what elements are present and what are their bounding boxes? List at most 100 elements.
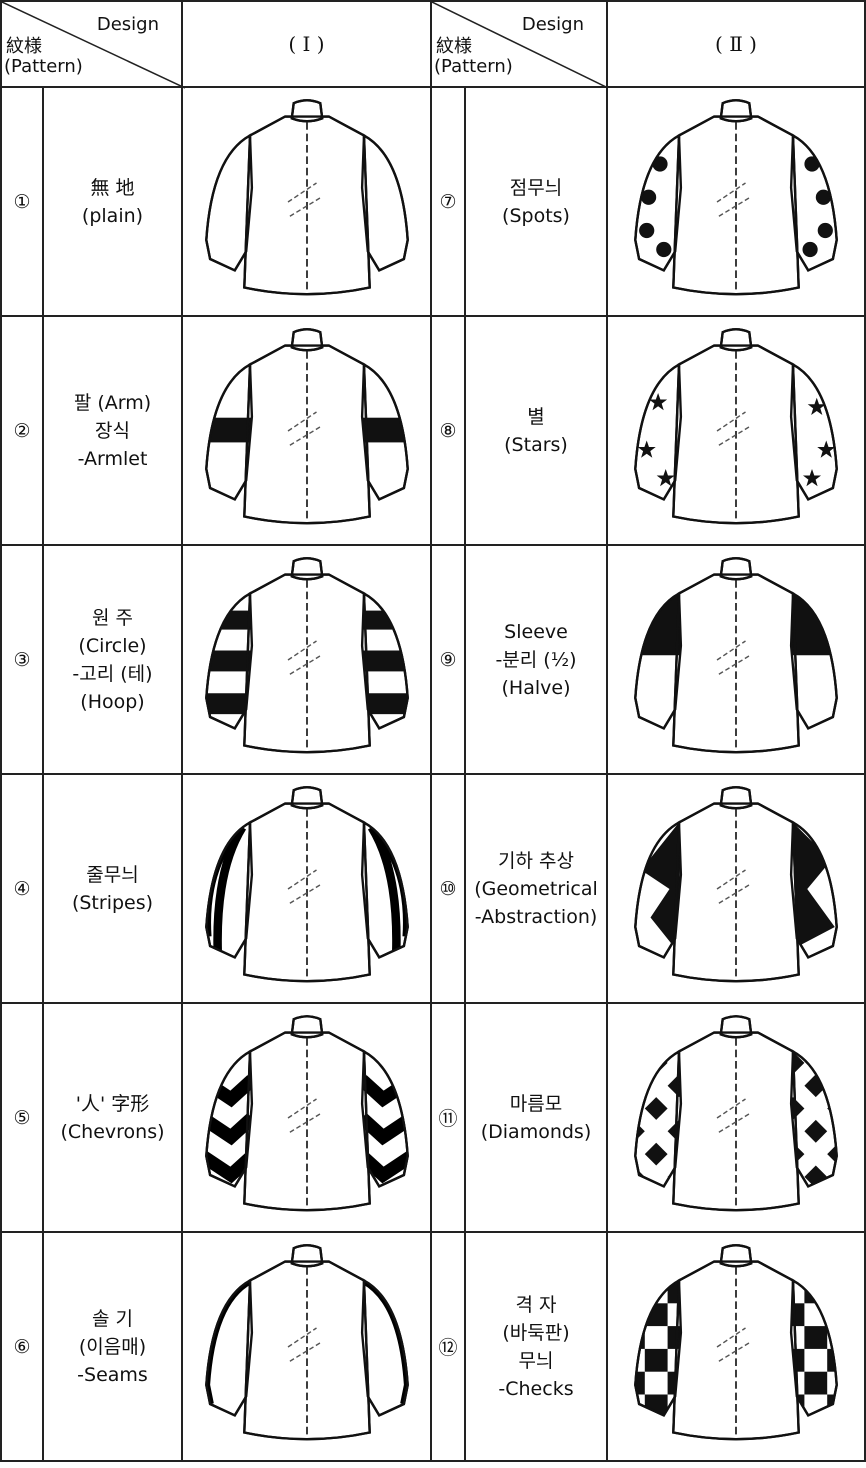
- number: ⑦: [439, 190, 457, 213]
- column-header: ( Ⅱ ): [608, 0, 866, 88]
- label-line: (Stars): [504, 433, 568, 456]
- jacket-illustration: [204, 1243, 409, 1440]
- number: ⑥: [13, 1335, 31, 1358]
- number: ⑨: [439, 648, 457, 671]
- label-line: (Hoop): [80, 690, 145, 713]
- jacket-illustration: [204, 556, 409, 753]
- label-line: (이음매): [78, 1335, 147, 1358]
- jacket-illustration: [204, 1014, 409, 1211]
- column-header: ( I ): [183, 0, 432, 88]
- row-number: ①: [0, 88, 44, 317]
- number: ②: [13, 419, 31, 442]
- label-line: (Chevrons): [60, 1120, 165, 1143]
- label-line: (Geometrical: [474, 877, 598, 900]
- jacket-cell: [183, 1004, 432, 1233]
- label-line: -Checks: [498, 1377, 574, 1400]
- label-line: -Abstraction): [474, 905, 598, 928]
- jacket-cell: [608, 317, 866, 546]
- jacket-cell: [608, 775, 866, 1004]
- jacket-illustration: [204, 785, 409, 982]
- jacket-illustration: [634, 556, 838, 753]
- design-label: Design: [521, 14, 584, 35]
- pattern-kr-label: 紋様: [6, 36, 42, 57]
- column-title: ( Ⅱ ): [715, 32, 757, 56]
- number: ⑤: [13, 1106, 31, 1129]
- jacket-illustration: [204, 327, 409, 524]
- pattern-label: '人' 字形 (Chevrons): [44, 1004, 183, 1233]
- number: ④: [13, 877, 31, 900]
- number: ⑫: [438, 1337, 458, 1359]
- label-line: (plain): [81, 204, 144, 227]
- row-number: ⑫: [432, 1233, 466, 1462]
- pattern-label: (Pattern): [4, 56, 83, 77]
- label-line: 줄무늬: [86, 863, 139, 886]
- pattern-label: 원 주 (Circle) -고리 (테) (Hoop): [44, 546, 183, 775]
- pattern-label: 마름모 (Diamonds): [466, 1004, 608, 1233]
- number: ⑪: [438, 1108, 458, 1130]
- label-line: -Armlet: [77, 447, 148, 470]
- pattern-label: (Pattern): [434, 56, 513, 77]
- label-line: 솔 기: [92, 1307, 133, 1330]
- label-line: 마름모: [509, 1092, 563, 1115]
- pattern-label: 점무늬 (Spots): [466, 88, 608, 317]
- number: ①: [13, 190, 31, 213]
- pattern-label: 솔 기 (이음매) -Seams: [44, 1233, 183, 1462]
- diagonal-line: [2, 2, 185, 89]
- label-line: 기하 추상: [498, 849, 574, 872]
- jacket-illustration: [634, 327, 838, 524]
- jacket-cell: [608, 1233, 866, 1462]
- label-line: Sleeve: [504, 620, 568, 643]
- label-line: -분리 (½): [495, 648, 577, 671]
- pattern-label: 줄무늬 (Stripes): [44, 775, 183, 1004]
- header-diagonal: Design 紋様 (Pattern): [432, 0, 608, 89]
- label-line: 無 地: [90, 176, 135, 199]
- label-line: (Halve): [501, 676, 571, 699]
- jacket-illustration: [634, 98, 838, 295]
- label-line: 원 주: [92, 606, 133, 629]
- label-line: '人' 字形: [75, 1092, 150, 1115]
- row-number: ⑩: [432, 775, 466, 1004]
- label-line: 점무늬: [509, 176, 563, 199]
- row-number: ⑦: [432, 88, 466, 317]
- jacket-cell: [183, 775, 432, 1004]
- label-line: 별: [527, 405, 545, 428]
- jacket-illustration: [634, 1014, 838, 1211]
- label-line: -Seams: [77, 1363, 148, 1386]
- label-line: (Stripes): [71, 891, 154, 914]
- label-line: (Diamonds): [480, 1120, 592, 1143]
- pattern-label: 격 자 (바둑판) 무늬 -Checks: [466, 1233, 608, 1462]
- jacket-cell: [183, 317, 432, 546]
- jacket-cell: [183, 88, 432, 317]
- diagonal-line: [432, 2, 608, 89]
- design-label: Design: [96, 14, 159, 35]
- label-line: 장식: [95, 419, 130, 442]
- pattern-label: Sleeve -분리 (½) (Halve): [466, 546, 608, 775]
- pattern-kr-label: 紋様: [436, 36, 472, 57]
- label-line: (바둑판): [502, 1321, 570, 1344]
- jacket-illustration: [634, 785, 838, 982]
- number: ③: [13, 648, 31, 671]
- header-diagonal: Design 紋様 (Pattern): [0, 0, 185, 89]
- pattern-label: 별 (Stars): [466, 317, 608, 546]
- row-number: ⑤: [0, 1004, 44, 1233]
- number: ⑧: [439, 419, 457, 442]
- row-number: ⑪: [432, 1004, 466, 1233]
- jacket-cell: [183, 546, 432, 775]
- pattern-label: 無 地 (plain): [44, 88, 183, 317]
- label-line: 무늬: [518, 1349, 554, 1372]
- label-line: 팔 (Arm): [73, 391, 152, 414]
- pattern-label: 기하 추상 (Geometrical -Abstraction): [466, 775, 608, 1004]
- label-line: (Spots): [502, 204, 570, 227]
- label-line: -고리 (테): [72, 662, 153, 685]
- row-number: ③: [0, 546, 44, 775]
- jacket-illustration: [634, 1243, 838, 1440]
- jacket-cell: [608, 1004, 866, 1233]
- row-number: ⑥: [0, 1233, 44, 1462]
- label-line: (Circle): [78, 634, 147, 657]
- number: ⑩: [439, 877, 457, 900]
- row-number: ⑧: [432, 317, 466, 546]
- column-title: ( I ): [288, 32, 325, 56]
- row-number: ④: [0, 775, 44, 1004]
- pattern-label: 팔 (Arm) 장식 -Armlet: [44, 317, 183, 546]
